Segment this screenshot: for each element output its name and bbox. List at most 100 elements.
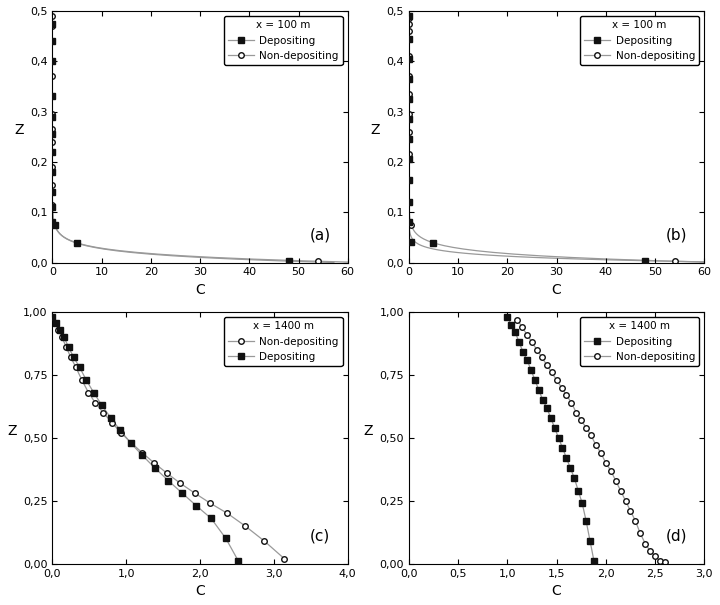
Non-depositing (429, 240, 438, 247)
Non-depositing (552, 376, 561, 384)
Depositing (48, 203, 57, 211)
Depositing (48, 57, 57, 65)
Depositing (48, 113, 57, 120)
Depositing (405, 35, 413, 42)
Non-depositing (646, 548, 654, 555)
Depositing (566, 465, 575, 472)
Depositing (82, 376, 91, 384)
Depositing (503, 313, 512, 321)
Legend: Depositing, Non-depositing: Depositing, Non-depositing (224, 16, 343, 65)
Non-depositing (592, 442, 600, 449)
Non-depositing (117, 429, 125, 436)
Depositing (550, 424, 559, 431)
Y-axis label: Z: Z (7, 424, 17, 438)
Depositing (405, 155, 413, 163)
Depositing (405, 96, 413, 103)
Legend: Depositing, Non-depositing: Depositing, Non-depositing (580, 16, 699, 65)
Depositing (234, 557, 243, 564)
Depositing (574, 487, 582, 494)
Depositing (76, 364, 84, 371)
Non-depositing (48, 12, 57, 19)
Text: (a): (a) (310, 227, 330, 243)
Depositing (192, 502, 201, 509)
Depositing (558, 444, 567, 451)
X-axis label: C: C (552, 584, 562, 598)
Non-depositing (150, 459, 158, 466)
Depositing (48, 38, 57, 45)
Non-depositing (223, 509, 232, 517)
Non-depositing (533, 346, 541, 353)
Non-depositing (641, 540, 649, 547)
Non-depositing (513, 316, 521, 323)
Depositing (150, 465, 159, 472)
Non-depositing (547, 369, 556, 376)
Depositing (405, 55, 413, 62)
Y-axis label: Z: Z (364, 424, 373, 438)
Non-depositing (670, 257, 679, 264)
Depositing (207, 515, 215, 522)
Non-depositing (314, 257, 323, 264)
Depositing (554, 434, 563, 442)
Non-depositing (660, 559, 669, 566)
Depositing (138, 452, 147, 459)
Non-depositing (557, 384, 566, 391)
Non-depositing (656, 557, 665, 564)
Depositing (48, 188, 57, 195)
Non-depositing (99, 409, 107, 416)
Non-depositing (163, 469, 171, 477)
Line: Depositing: Depositing (50, 315, 241, 564)
Depositing (50, 221, 59, 229)
Depositing (116, 427, 125, 434)
Depositing (507, 321, 516, 329)
Depositing (52, 320, 60, 327)
Depositing (405, 116, 413, 123)
Non-depositing (405, 53, 413, 60)
Non-depositing (48, 111, 57, 118)
Non-depositing (651, 552, 660, 560)
Non-depositing (405, 20, 413, 27)
Non-depositing (616, 487, 625, 494)
Depositing (48, 148, 57, 155)
Depositing (48, 20, 57, 27)
Depositing (284, 257, 293, 264)
Non-depositing (48, 38, 57, 45)
Non-depositing (562, 391, 571, 399)
Depositing (222, 535, 230, 542)
Non-depositing (577, 417, 585, 424)
Non-depositing (191, 489, 199, 497)
Depositing (582, 517, 590, 525)
Non-depositing (176, 480, 184, 487)
Legend: Non-depositing, Depositing: Non-depositing, Depositing (224, 317, 343, 366)
Non-depositing (48, 126, 57, 133)
Depositing (89, 389, 98, 396)
Non-depositing (78, 376, 86, 384)
Non-depositing (606, 467, 615, 474)
Depositing (542, 404, 551, 411)
Non-depositing (597, 450, 606, 457)
Non-depositing (572, 409, 580, 416)
Line: Non-depositing: Non-depositing (514, 317, 667, 565)
Non-depositing (405, 15, 413, 22)
Depositing (641, 257, 649, 264)
Depositing (48, 218, 57, 226)
Depositing (107, 414, 115, 421)
Non-depositing (48, 201, 57, 208)
Depositing (48, 168, 57, 175)
X-axis label: C: C (195, 283, 205, 297)
Non-depositing (58, 333, 66, 341)
Non-depositing (542, 361, 551, 368)
Non-depositing (50, 221, 59, 229)
Depositing (60, 333, 68, 341)
Non-depositing (626, 507, 635, 514)
Depositing (405, 136, 413, 143)
Depositing (407, 239, 415, 246)
Line: Non-depositing: Non-depositing (50, 13, 321, 264)
Non-depositing (62, 344, 71, 351)
Depositing (534, 387, 543, 394)
Line: Non-depositing: Non-depositing (406, 16, 678, 264)
Text: (b): (b) (666, 227, 688, 243)
Non-depositing (405, 198, 413, 206)
Non-depositing (48, 181, 57, 188)
Non-depositing (528, 339, 536, 346)
Legend: Depositing, Non-depositing: Depositing, Non-depositing (580, 317, 699, 366)
